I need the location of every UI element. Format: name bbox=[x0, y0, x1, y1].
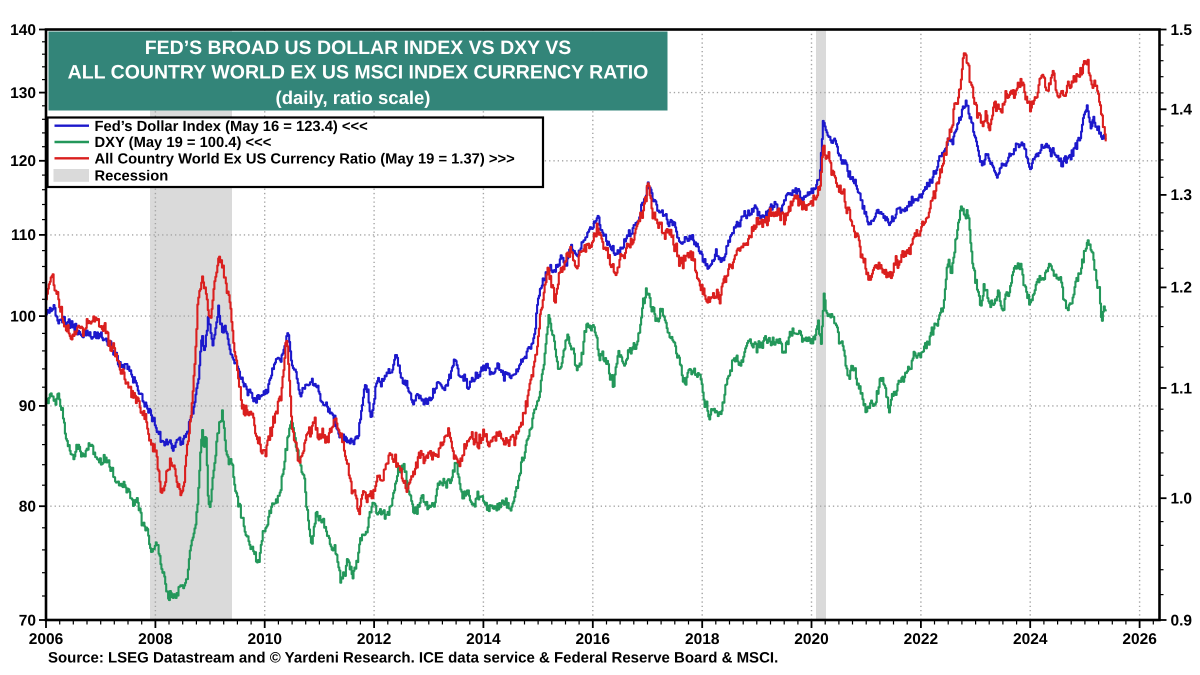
svg-text:1.3: 1.3 bbox=[1171, 187, 1193, 204]
svg-text:2026: 2026 bbox=[1122, 631, 1157, 648]
svg-text:2020: 2020 bbox=[794, 631, 828, 648]
svg-text:1.4: 1.4 bbox=[1171, 102, 1193, 119]
svg-text:1.2: 1.2 bbox=[1171, 280, 1193, 297]
svg-text:All Country World Ex US Curren: All Country World Ex US Currency Ratio (… bbox=[95, 151, 516, 167]
svg-text:130: 130 bbox=[10, 85, 36, 102]
svg-text:120: 120 bbox=[10, 153, 36, 170]
svg-text:1.5: 1.5 bbox=[1171, 22, 1193, 39]
svg-text:Recession: Recession bbox=[95, 169, 169, 185]
svg-text:110: 110 bbox=[11, 227, 36, 244]
svg-text:0.9: 0.9 bbox=[1171, 612, 1193, 629]
svg-text:2024: 2024 bbox=[1013, 631, 1048, 648]
svg-text:100: 100 bbox=[10, 308, 36, 325]
svg-text:1.1: 1.1 bbox=[1171, 380, 1193, 397]
svg-text:1.0: 1.0 bbox=[1171, 491, 1193, 508]
svg-text:2008: 2008 bbox=[138, 631, 173, 648]
svg-text:Source: LSEG Datastream and ©: Source: LSEG Datastream and © Yardeni Re… bbox=[48, 650, 778, 667]
svg-text:Fed’s Dollar Index (May 16 = 1: Fed’s Dollar Index (May 16 = 123.4) <<< bbox=[95, 119, 369, 135]
svg-text:2006: 2006 bbox=[29, 631, 64, 648]
svg-text:2016: 2016 bbox=[576, 631, 611, 648]
svg-text:2010: 2010 bbox=[247, 631, 281, 648]
svg-text:2014: 2014 bbox=[466, 631, 501, 648]
svg-text:80: 80 bbox=[19, 499, 36, 516]
svg-text:2012: 2012 bbox=[357, 631, 391, 648]
svg-text:140: 140 bbox=[10, 22, 36, 39]
svg-text:ALL COUNTRY WORLD EX US MSCI I: ALL COUNTRY WORLD EX US MSCI INDEX CURRE… bbox=[68, 62, 649, 84]
svg-text:FED’S BROAD US DOLLAR INDEX VS: FED’S BROAD US DOLLAR INDEX VS DXY VS bbox=[145, 37, 572, 59]
svg-text:2022: 2022 bbox=[904, 631, 938, 648]
svg-text:(daily, ratio scale): (daily, ratio scale) bbox=[276, 87, 431, 108]
svg-text:90: 90 bbox=[19, 398, 36, 415]
svg-text:70: 70 bbox=[19, 612, 36, 629]
svg-text:2018: 2018 bbox=[685, 631, 720, 648]
svg-text:DXY (May 19 = 100.4) <<<: DXY (May 19 = 100.4) <<< bbox=[95, 135, 272, 151]
